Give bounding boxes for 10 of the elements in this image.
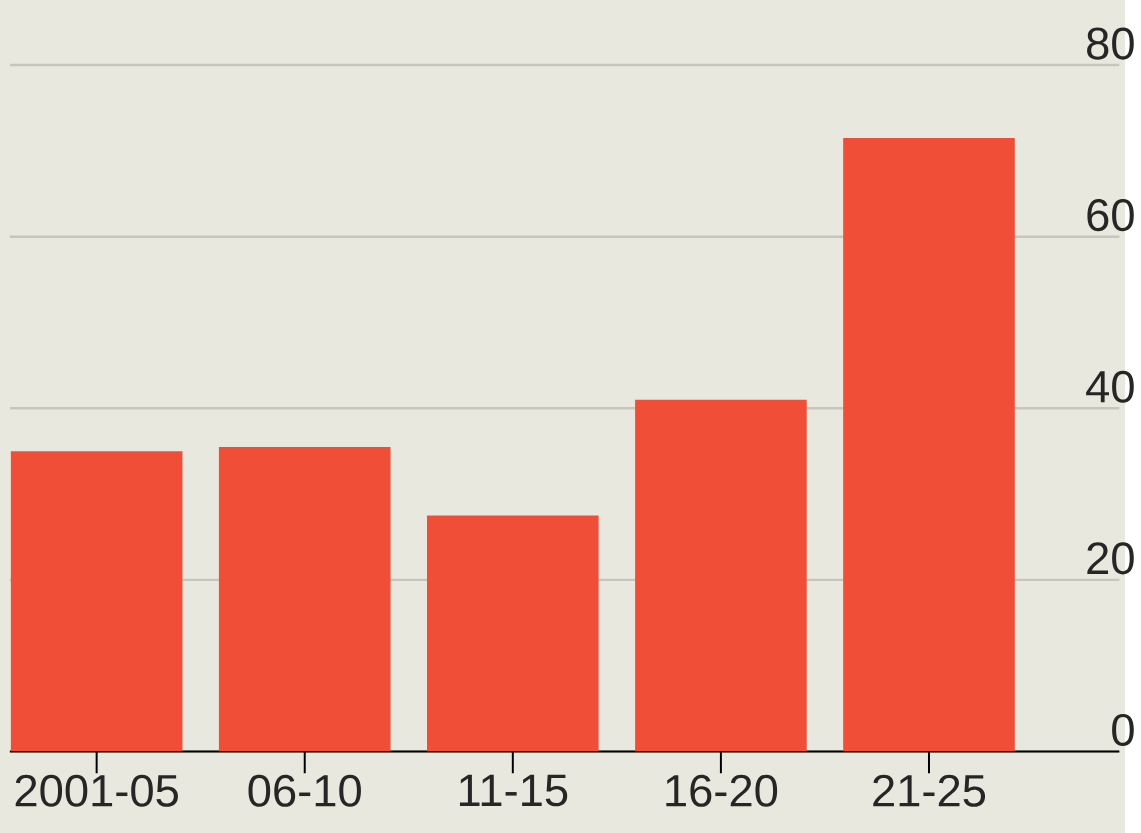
x-tick-label: 16-20 [666, 774, 778, 807]
x-tick-label: 11-15 [459, 774, 568, 807]
x-tick-label: 2001-05 [15, 774, 178, 807]
y-tick-label: 60 [1087, 198, 1134, 232]
x-tick-label: 06-10 [248, 774, 361, 807]
y-tick-label: 80 [1087, 27, 1134, 60]
y-tick-label: 20 [1087, 542, 1134, 575]
x-tick-label: 21-25 [873, 774, 986, 807]
y-tick-label: 0 [1112, 713, 1134, 746]
y-tick-label: 40 [1086, 370, 1134, 403]
